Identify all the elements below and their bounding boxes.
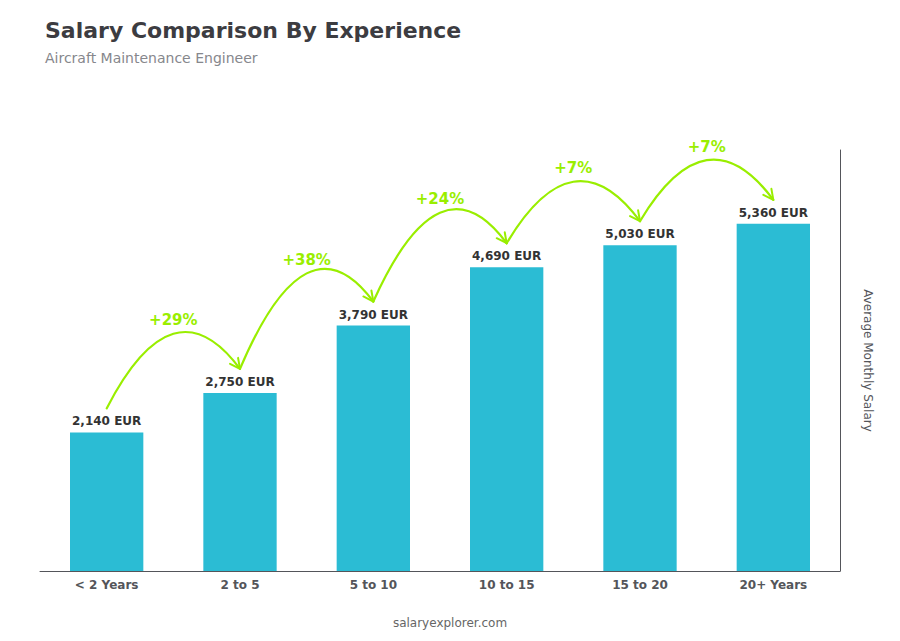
- svg-text:salaryexplorer.com: salaryexplorer.com: [393, 616, 507, 630]
- svg-text:2,750 EUR: 2,750 EUR: [205, 375, 274, 389]
- svg-text:2,140 EUR: 2,140 EUR: [72, 414, 141, 428]
- svg-text:5,360 EUR: 5,360 EUR: [739, 206, 808, 220]
- svg-text:+24%: +24%: [416, 190, 464, 208]
- svg-text:+38%: +38%: [282, 251, 330, 269]
- svg-text:5,030 EUR: 5,030 EUR: [605, 227, 674, 241]
- svg-text:Aircraft Maintenance Engineer: Aircraft Maintenance Engineer: [45, 50, 258, 66]
- svg-text:+29%: +29%: [149, 311, 197, 329]
- svg-text:Average Monthly Salary: Average Monthly Salary: [861, 289, 875, 432]
- svg-text:15 to 20: 15 to 20: [612, 578, 668, 592]
- svg-text:< 2 Years: < 2 Years: [75, 578, 139, 592]
- svg-text:4,690 EUR: 4,690 EUR: [472, 249, 541, 263]
- svg-text:3,790 EUR: 3,790 EUR: [339, 308, 408, 322]
- svg-text:+7%: +7%: [554, 159, 592, 177]
- svg-text:2 to 5: 2 to 5: [220, 578, 259, 592]
- svg-text:10 to 15: 10 to 15: [479, 578, 535, 592]
- svg-text:20+ Years: 20+ Years: [739, 578, 807, 592]
- svg-text:+7%: +7%: [688, 138, 726, 156]
- svg-text:Salary Comparison By Experienc: Salary Comparison By Experience: [45, 18, 461, 43]
- svg-text:5 to 10: 5 to 10: [350, 578, 397, 592]
